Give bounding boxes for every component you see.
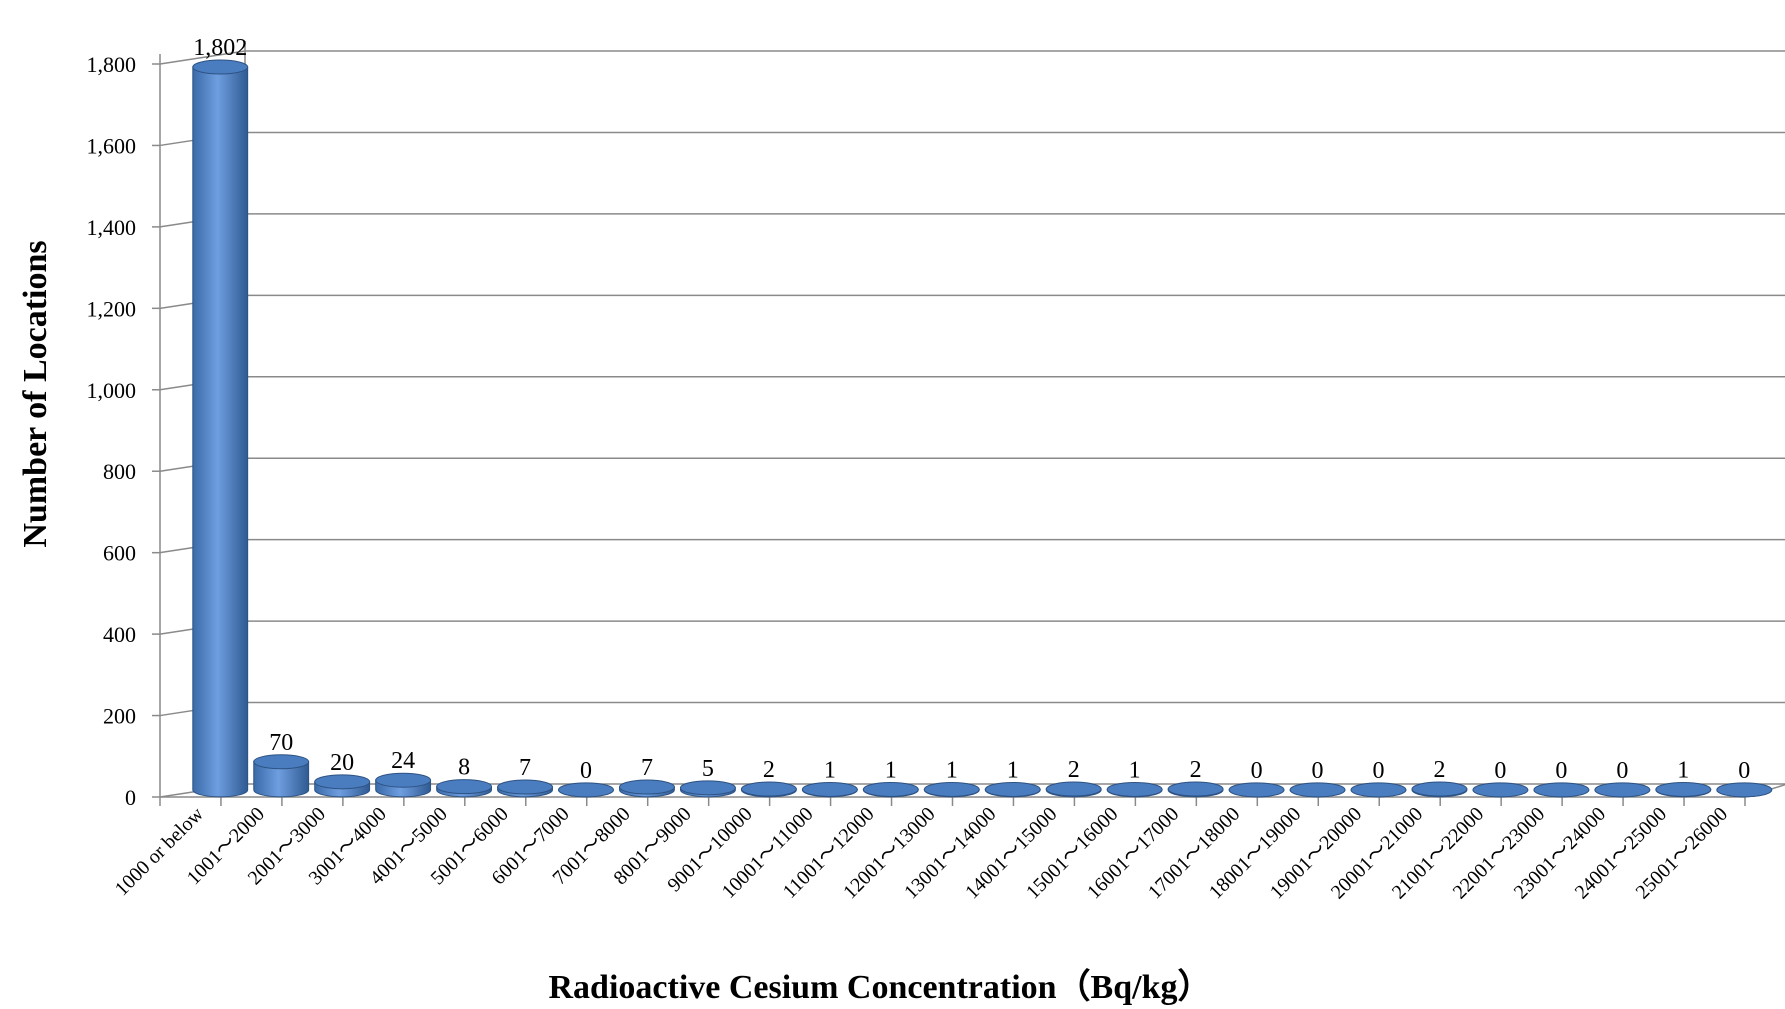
data-label: 20 bbox=[330, 750, 354, 776]
data-label: 0 bbox=[1555, 758, 1567, 784]
bar bbox=[436, 779, 493, 798]
y-tick-label: 1,000 bbox=[87, 378, 137, 403]
bar bbox=[1045, 781, 1102, 798]
bar bbox=[314, 774, 371, 798]
data-label: 1 bbox=[1007, 757, 1019, 783]
bar bbox=[375, 772, 432, 798]
bar bbox=[923, 781, 980, 798]
data-label: 0 bbox=[1494, 758, 1506, 784]
bar bbox=[1350, 782, 1407, 798]
data-label: 7 bbox=[641, 755, 653, 781]
data-label: 70 bbox=[269, 730, 293, 756]
y-tick-label: 0 bbox=[125, 785, 136, 810]
bar bbox=[862, 781, 919, 798]
data-label: 1,802 bbox=[193, 35, 247, 61]
bar bbox=[1472, 782, 1529, 798]
bar bbox=[984, 781, 1041, 798]
y-tick-label: 1,400 bbox=[87, 215, 137, 240]
bar-layer bbox=[192, 59, 1773, 798]
data-label: 5 bbox=[702, 756, 714, 782]
data-label: 2 bbox=[1068, 757, 1080, 783]
data-label: 0 bbox=[1616, 758, 1628, 784]
bar bbox=[1289, 782, 1346, 798]
bar bbox=[1228, 782, 1285, 798]
bar bbox=[558, 782, 614, 798]
data-label: 1 bbox=[1129, 757, 1141, 783]
bar bbox=[1106, 781, 1163, 798]
bar bbox=[619, 779, 675, 798]
gridline-depth bbox=[159, 50, 246, 65]
data-label: 0 bbox=[1738, 758, 1750, 784]
data-label: 1 bbox=[946, 757, 958, 783]
bar bbox=[1655, 781, 1712, 798]
x-axis-title: Radioactive Cesium Concentration（Bq/kg） bbox=[549, 967, 1212, 1006]
y-tick-label: 1,800 bbox=[87, 52, 137, 77]
data-label: 0 bbox=[1312, 758, 1324, 784]
bar bbox=[679, 780, 736, 798]
y-tick-label: 1,200 bbox=[87, 296, 137, 321]
data-label: 0 bbox=[1251, 758, 1263, 784]
data-label: 0 bbox=[1373, 758, 1385, 784]
bar bbox=[740, 781, 797, 798]
data-label: 1 bbox=[1677, 757, 1689, 783]
y-axis-title: Number of Locations bbox=[17, 240, 54, 547]
y-tick-label: 200 bbox=[103, 704, 136, 729]
data-label: 1 bbox=[824, 757, 836, 783]
bar bbox=[1594, 782, 1651, 798]
bar bbox=[1411, 781, 1468, 798]
bar bbox=[1533, 782, 1590, 798]
grid-layer bbox=[159, 50, 1785, 798]
y-tick-label: 600 bbox=[103, 541, 136, 566]
y-tick-label: 1,600 bbox=[87, 133, 137, 158]
y-tick-label: 400 bbox=[103, 622, 136, 647]
y-tick-label: 800 bbox=[103, 459, 136, 484]
bar bbox=[801, 781, 858, 798]
data-label: 1 bbox=[885, 757, 897, 783]
bar bbox=[1716, 782, 1773, 798]
data-label: 2 bbox=[1190, 757, 1202, 783]
bar bbox=[253, 754, 310, 798]
bar bbox=[1167, 781, 1224, 798]
bar bbox=[497, 779, 553, 798]
data-label: 8 bbox=[458, 755, 470, 781]
bar bbox=[192, 59, 249, 798]
data-label: 0 bbox=[580, 758, 592, 784]
data-label: 24 bbox=[391, 748, 415, 774]
data-label: 2 bbox=[1433, 757, 1445, 783]
data-label: 7 bbox=[519, 755, 531, 781]
data-label: 2 bbox=[763, 757, 775, 783]
